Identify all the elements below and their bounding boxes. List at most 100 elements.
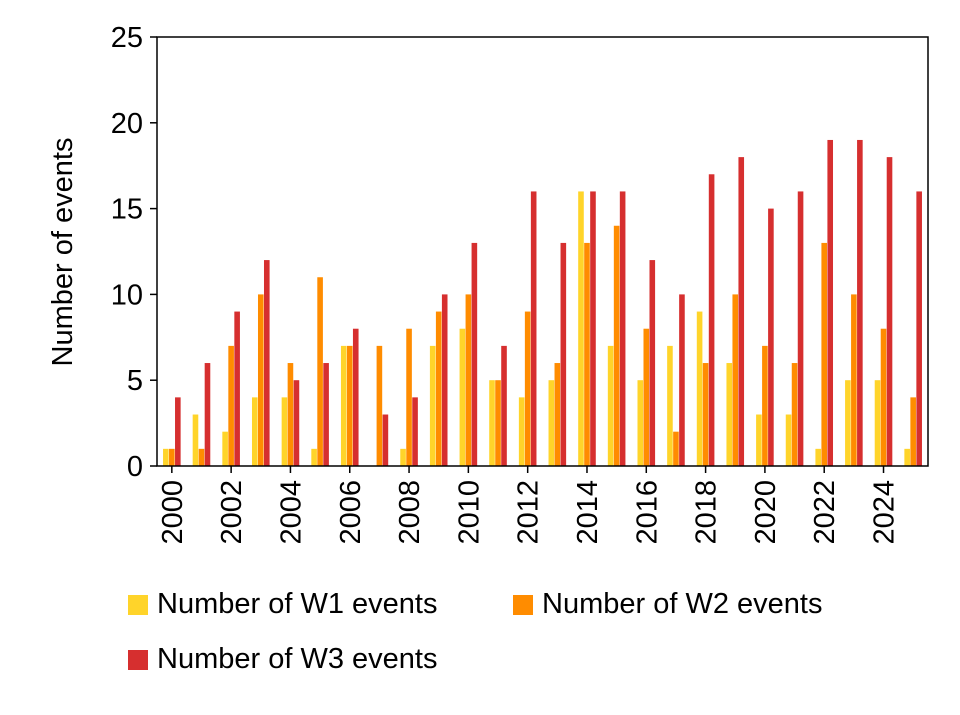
bar-w1-2003 bbox=[251, 397, 258, 466]
legend-swatch-w1 bbox=[128, 594, 148, 615]
y-tick-label: 20 bbox=[111, 108, 143, 140]
bar-w1-2009 bbox=[429, 345, 436, 466]
bar-w3-2022 bbox=[827, 139, 834, 466]
bar-w3-2015 bbox=[619, 191, 626, 466]
bar-w2-2024 bbox=[880, 328, 887, 466]
bar-w1-2015 bbox=[607, 345, 614, 466]
x-tick-label: 2008 bbox=[394, 480, 426, 545]
y-tick-label: 0 bbox=[127, 451, 143, 483]
bar-w1-2001 bbox=[192, 414, 199, 466]
bar-w2-2017 bbox=[673, 431, 679, 466]
x-tick-label: 2004 bbox=[275, 480, 307, 545]
bar-w1-2014 bbox=[578, 191, 584, 466]
x-tick-label: 2006 bbox=[335, 480, 367, 545]
plot-frame bbox=[156, 36, 929, 467]
bar-w1-2004 bbox=[281, 397, 288, 466]
y-axis: 0 5 10 15 20 25 bbox=[111, 22, 157, 483]
y-axis-label: Number of events bbox=[47, 138, 79, 367]
legend-item-w1: Number of W1 events bbox=[128, 588, 437, 621]
bar-w1-2022 bbox=[815, 448, 822, 466]
bar-w3-2001 bbox=[204, 363, 211, 466]
bar-w3-2008 bbox=[412, 397, 418, 466]
bar-w3-2025 bbox=[916, 191, 922, 466]
bar-w3-2005 bbox=[323, 363, 329, 466]
bar-w1-2013 bbox=[548, 380, 555, 466]
bar-w3-2014 bbox=[590, 191, 596, 466]
legend-item-w2: Number of W2 events bbox=[513, 588, 822, 621]
bar-w3-2021 bbox=[797, 191, 804, 466]
bar-w2-2014 bbox=[584, 242, 590, 466]
bar-w3-2019 bbox=[738, 157, 745, 466]
bar-w3-2024 bbox=[886, 157, 893, 466]
bar-w3-2016 bbox=[649, 260, 656, 466]
bar-w2-2015 bbox=[613, 225, 620, 466]
bar-chart: Number of events 0 5 10 15 20 25 2000 2002 2004… bbox=[47, 22, 929, 545]
bar-w2-2002 bbox=[228, 345, 234, 466]
x-axis: 2000 2002 2004 2006 2008 2010 2012 2014 2016 2018… bbox=[157, 466, 901, 545]
bar-w1-2023 bbox=[845, 380, 851, 466]
bar-w2-2019 bbox=[732, 294, 739, 466]
bar-w2-2021 bbox=[791, 363, 798, 466]
legend-label-w2: Number of W2 events bbox=[542, 588, 823, 620]
bar-w1-2006 bbox=[340, 345, 347, 466]
bar-w1-2018 bbox=[696, 311, 703, 466]
bar-w1-2016 bbox=[637, 380, 644, 466]
bar-w3-2013 bbox=[560, 242, 567, 466]
bar-w2-2003 bbox=[257, 294, 264, 466]
bar-w2-2023 bbox=[851, 294, 857, 466]
bar-w1-2002 bbox=[222, 431, 228, 466]
x-tick-label: 2014 bbox=[572, 480, 604, 545]
bar-w1-2011 bbox=[489, 380, 495, 466]
bar-w2-2011 bbox=[495, 380, 501, 466]
bar-w2-2010 bbox=[465, 294, 472, 466]
bars-group bbox=[163, 139, 922, 466]
bar-w2-2004 bbox=[287, 363, 294, 466]
bar-w3-2020 bbox=[768, 208, 774, 466]
legend-label-w1: Number of W1 events bbox=[157, 588, 438, 620]
x-tick-label: 2022 bbox=[809, 480, 841, 545]
bar-w1-2000 bbox=[163, 448, 169, 466]
x-tick-label: 2016 bbox=[631, 480, 663, 545]
legend-label-w3: Number of W3 events bbox=[157, 643, 438, 675]
bar-w1-2024 bbox=[874, 380, 881, 466]
bar-w3-2017 bbox=[679, 294, 685, 466]
x-tick-label: 2018 bbox=[691, 480, 723, 545]
x-tick-label: 2020 bbox=[750, 480, 782, 545]
y-tick-label: 5 bbox=[127, 365, 143, 397]
bar-w1-2008 bbox=[400, 448, 406, 466]
bar-w1-2020 bbox=[756, 414, 762, 466]
bar-w3-2003 bbox=[263, 260, 270, 466]
y-tick-label: 10 bbox=[111, 279, 143, 311]
bar-w3-2007 bbox=[382, 414, 389, 466]
bar-w2-2012 bbox=[524, 311, 531, 466]
bar-w3-2011 bbox=[501, 345, 507, 466]
legend-swatch-w3 bbox=[128, 649, 148, 670]
bar-w2-2013 bbox=[554, 363, 561, 466]
bar-w1-2025 bbox=[904, 448, 910, 466]
bar-w1-2017 bbox=[667, 345, 673, 466]
bar-w2-2006 bbox=[346, 345, 353, 466]
bar-w1-2005 bbox=[311, 448, 317, 466]
bar-w3-2018 bbox=[708, 174, 715, 466]
bar-w1-2019 bbox=[726, 363, 733, 466]
bar-w1-2021 bbox=[785, 414, 792, 466]
bar-w1-2010 bbox=[459, 328, 466, 466]
bar-w3-2010 bbox=[471, 242, 478, 466]
bar-w2-2018 bbox=[702, 363, 709, 466]
bar-w1-2012 bbox=[518, 397, 525, 466]
bar-w3-2004 bbox=[293, 380, 300, 466]
bar-w2-2007 bbox=[376, 345, 383, 466]
bar-w3-2000 bbox=[175, 397, 181, 466]
bar-w3-2009 bbox=[441, 294, 448, 466]
x-tick-label: 2002 bbox=[216, 480, 248, 545]
bar-w3-2023 bbox=[857, 139, 863, 466]
y-tick-label: 15 bbox=[111, 194, 143, 226]
bar-w2-2022 bbox=[821, 242, 828, 466]
bar-w2-2008 bbox=[406, 328, 412, 466]
bar-w2-2009 bbox=[435, 311, 442, 466]
bar-w2-2005 bbox=[317, 277, 323, 466]
x-tick-label: 2024 bbox=[869, 480, 901, 545]
x-tick-label: 2010 bbox=[453, 480, 485, 545]
bar-w3-2006 bbox=[352, 328, 359, 466]
legend-swatch-w2 bbox=[513, 594, 533, 615]
